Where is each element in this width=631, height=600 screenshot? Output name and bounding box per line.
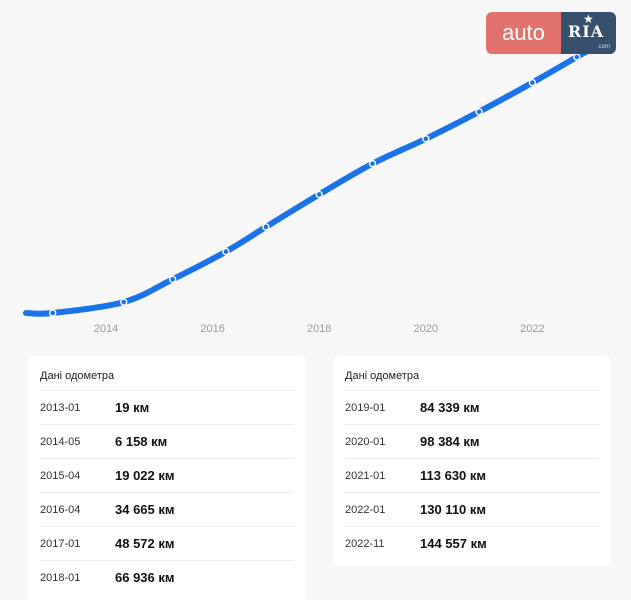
row-date: 2013-01: [40, 401, 81, 414]
data-point-2015-04[interactable]: [168, 275, 177, 284]
data-point-2021-01[interactable]: [475, 108, 483, 116]
table-row: 2022-01 130 110 км: [345, 493, 599, 527]
data-point-2020-01[interactable]: [422, 135, 430, 143]
star-icon: ★: [583, 12, 594, 26]
row-mileage: 113 630 км: [420, 468, 487, 483]
autoria-logo[interactable]: auto ★ RIA .com: [486, 12, 616, 54]
row-date: 2022-11: [345, 537, 385, 550]
table-row: 2019-01 84 339 км: [345, 391, 599, 425]
row-mileage: 48 572 км: [115, 536, 175, 551]
row-date: 2019-01: [345, 401, 386, 414]
row-mileage: 84 339 км: [420, 400, 480, 415]
row-date: 2017-01: [40, 537, 81, 550]
logo-com-text: .com: [596, 44, 610, 50]
row-mileage: 6 158 км: [115, 434, 168, 449]
table-row: 2016-04 34 665 км: [40, 493, 294, 527]
series-line: [23, 38, 607, 317]
table-row: 2022-11 144 557 км: [345, 527, 599, 560]
x-tick-label: 2014: [94, 323, 118, 335]
row-date: 2022-01: [345, 503, 386, 516]
row-mileage: 66 936 км: [115, 570, 175, 585]
row-date: 2018-01: [40, 571, 81, 584]
table-row: 2017-01 48 572 км: [40, 527, 294, 561]
table-title: Дані одометра: [345, 356, 599, 391]
row-mileage: 130 110 км: [420, 502, 487, 517]
table-row: 2015-04 19 022 км: [40, 459, 294, 493]
data-point-2022-11[interactable]: [573, 53, 581, 61]
odometer-chart: 2014 2016 2018 2020 2022: [23, 38, 607, 335]
x-tick-label: 2022: [520, 323, 544, 335]
logo-auto-text: auto: [486, 12, 561, 54]
x-tick-label: 2018: [307, 323, 331, 335]
logo-ria-block: ★ RIA .com: [561, 12, 616, 54]
data-point-2014-05[interactable]: [120, 298, 128, 306]
table-row: 2013-01 19 км: [40, 391, 294, 425]
row-mileage: 19 022 км: [115, 468, 175, 483]
x-tick-label: 2016: [200, 323, 224, 335]
row-mileage: 144 557 км: [420, 536, 487, 551]
data-point-2022-01[interactable]: [528, 78, 537, 87]
logo-ria-text: RIA: [568, 22, 605, 41]
row-date: 2016-04: [40, 503, 81, 516]
odometer-table-right: Дані одометра 2019-01 84 339 км 2020-01 …: [333, 356, 611, 566]
row-date: 2015-04: [40, 469, 81, 482]
row-date: 2021-01: [345, 469, 386, 482]
odometer-table-left: Дані одометра 2013-01 19 км 2014-05 6 15…: [28, 356, 306, 600]
row-mileage: 19 км: [115, 400, 150, 415]
row-date: 2014-05: [40, 435, 81, 448]
data-point-2013-01[interactable]: [49, 309, 57, 317]
row-mileage: 34 665 км: [115, 502, 175, 517]
table-row: 2020-01 98 384 км: [345, 425, 599, 459]
data-point-2019-01[interactable]: [368, 159, 377, 168]
data-point-2017-01[interactable]: [262, 223, 270, 231]
table-row: 2018-01 66 936 км: [40, 561, 294, 594]
table-row: 2014-05 6 158 км: [40, 425, 294, 459]
row-date: 2020-01: [345, 435, 386, 448]
x-tick-label: 2020: [414, 323, 438, 335]
row-mileage: 98 384 км: [420, 434, 480, 449]
table-title: Дані одометра: [40, 356, 294, 391]
data-point-2016-04[interactable]: [222, 247, 230, 256]
table-row: 2021-01 113 630 км: [345, 459, 599, 493]
data-point-2018-01[interactable]: [315, 190, 323, 199]
